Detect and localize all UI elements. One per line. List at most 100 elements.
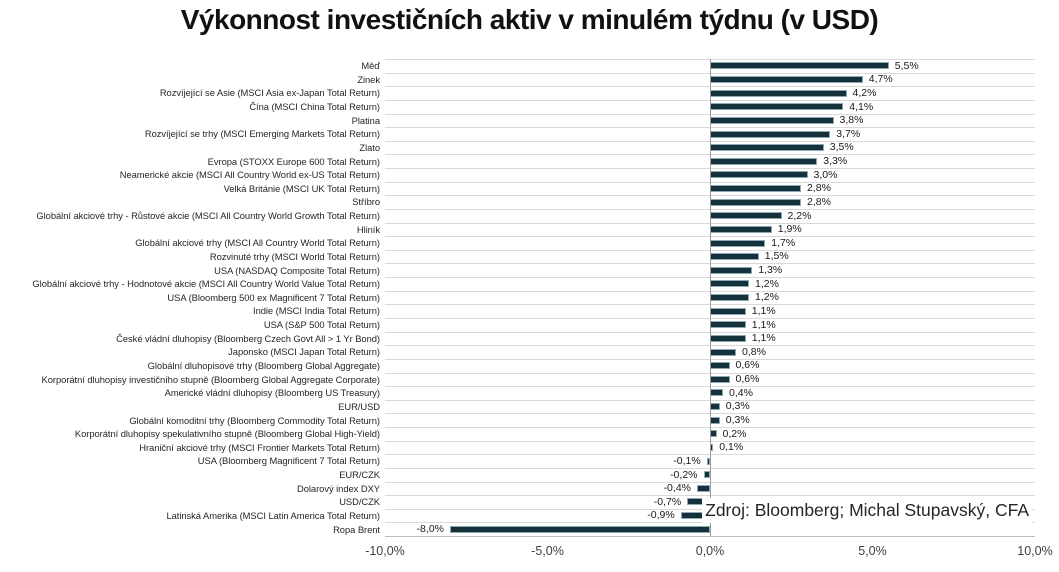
value-label: 1,2%: [755, 291, 779, 304]
value-label: 3,3%: [823, 155, 848, 167]
category-label: Evropa (STOXX Europe 600 Total Return): [207, 155, 380, 167]
category-label: Zlato: [359, 141, 380, 153]
category-label: Čína (MSCI China Total Return): [249, 101, 380, 112]
value-label: 3,0%: [813, 168, 838, 181]
category-label: Neamerické akcie (MSCI All Country World…: [119, 169, 380, 181]
value-label: 4,1%: [849, 100, 874, 113]
value-label: 1,3%: [758, 264, 783, 276]
category-label: USD/CZK: [339, 496, 380, 508]
category-label: Rozvíjející se trhy (MSCI Emerging Marke…: [144, 128, 380, 140]
x-tick-label: -5,0%: [531, 544, 564, 558]
bar: [710, 130, 831, 138]
value-label: 0,4%: [729, 386, 753, 399]
value-label: 1,5%: [764, 250, 789, 263]
bar: [710, 103, 844, 111]
value-label: 4,7%: [868, 73, 893, 86]
category-label: Globální dluhopisové trhy (Bloomberg Glo…: [147, 359, 380, 371]
category-label: Měď: [361, 60, 380, 72]
value-label: 2,8%: [807, 195, 831, 208]
category-label: Ropa Brent: [333, 523, 380, 535]
bar: [697, 484, 710, 492]
value-label: 0,2%: [722, 427, 747, 440]
category-label: Globální akciové trhy (MSCI All Country …: [135, 237, 380, 249]
chart-title: Výkonnost investičních aktiv v minulém t…: [180, 4, 879, 35]
bar: [710, 348, 736, 356]
bar: [706, 457, 711, 465]
category-label: Rozvinuté trhy (MSCI World Total Return): [209, 250, 380, 262]
category-label: Platina: [351, 114, 380, 126]
category-label: Hraniční akciové trhy (MSCI Frontier Mar…: [139, 441, 380, 453]
bar: [710, 185, 801, 192]
x-tick-label: -10,0%: [365, 544, 405, 558]
bar: [710, 171, 808, 179]
x-axis-line: [385, 536, 1035, 537]
value-label: 2,8%: [807, 182, 831, 195]
bar: [450, 525, 710, 533]
value-label: 0,3%: [725, 414, 750, 426]
bar: [710, 144, 824, 152]
bar: [710, 75, 863, 83]
value-label: -0,2%: [670, 468, 698, 481]
x-tick-label: 5,0%: [858, 544, 887, 558]
bar: [710, 89, 847, 97]
bar: [710, 321, 746, 329]
category-label: Velká Británie (MSCI UK Total Return): [223, 182, 380, 194]
category-label: Stříbro: [352, 196, 380, 208]
category-label: Indie (MSCI India Total Return): [253, 305, 380, 317]
value-label: 3,7%: [836, 127, 861, 140]
bar: [710, 157, 818, 165]
value-label: 5,5%: [894, 59, 919, 72]
value-label: -0,1%: [673, 454, 701, 467]
bar: [710, 362, 730, 370]
category-label: Korporátní dluhopisy investičního stupně…: [41, 373, 381, 385]
category-label: Korporátní dluhopisy spekulativního stup…: [74, 428, 380, 440]
value-label: 2,2%: [787, 209, 812, 222]
value-label: 3,5%: [829, 141, 854, 154]
value-label: 0,6%: [735, 373, 760, 386]
value-label: 0,6%: [735, 359, 760, 372]
bar: [710, 334, 746, 342]
value-label: 1,2%: [755, 277, 779, 290]
category-label: Japonsko (MSCI Japan Total Return): [228, 346, 380, 358]
value-label: 0,8%: [742, 345, 766, 358]
value-label: 1,1%: [751, 304, 776, 317]
category-label: Globální akciové trhy - Růstové akcie (M…: [36, 210, 380, 221]
category-label: České vládní dluhopisy (Bloomberg Czech …: [116, 332, 380, 344]
bar: [710, 294, 749, 301]
value-label: 0,3%: [725, 400, 750, 413]
category-label: EUR/USD: [338, 400, 380, 412]
bar: [710, 239, 766, 247]
category-label: Rozvíjející se Asie (MSCI Asia ex-Japan …: [159, 87, 380, 99]
value-label: -0,9%: [647, 509, 675, 522]
value-label: 3,8%: [839, 114, 864, 127]
bar: [710, 416, 720, 424]
category-label: Latinská Amerika (MSCI Latin America Tot…: [166, 509, 380, 521]
bar: [710, 212, 782, 220]
bar: [710, 116, 834, 124]
category-label: Globální komoditní trhy (Bloomberg Commo…: [129, 414, 380, 426]
value-label: -8,0%: [416, 523, 444, 535]
bar: [710, 266, 753, 274]
bar: [710, 375, 730, 383]
bar: [710, 389, 723, 397]
value-label: 1,9%: [777, 223, 802, 236]
category-label: Dolarový index DXY: [297, 482, 380, 494]
bar: [703, 471, 710, 479]
category-label: Globální akciové trhy - Hodnotové akcie …: [32, 278, 380, 290]
value-label: 4,2%: [852, 86, 877, 99]
category-label: Zinek: [357, 73, 380, 85]
zero-axis-line: [710, 59, 711, 536]
bar: [710, 403, 720, 410]
x-tick-label: 0,0%: [695, 544, 725, 558]
category-label: USA (Bloomberg 500 ex Magnificent 7 Tota…: [167, 291, 380, 303]
bar: [710, 280, 749, 288]
source-credit: Zdroj: Bloomberg; Michal Stupavský, CFA: [702, 498, 1032, 523]
value-label: 1,1%: [751, 332, 776, 345]
category-label: Americké vládní dluhopisy (Bloomberg US …: [164, 387, 380, 399]
category-label: USA (NASDAQ Composite Total Return): [214, 264, 380, 276]
category-label: Hliník: [356, 223, 380, 235]
value-label: 1,7%: [771, 236, 796, 249]
value-label: -0,4%: [663, 482, 691, 495]
category-label: USA (S&P 500 Total Return): [263, 319, 380, 331]
